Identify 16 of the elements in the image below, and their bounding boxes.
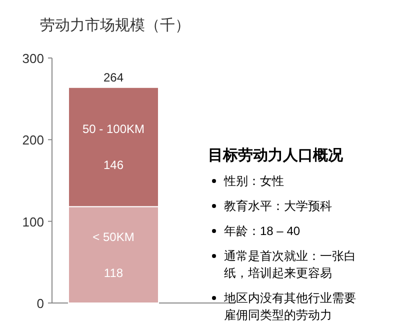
y-tick-label: 0: [36, 296, 44, 311]
y-tick-label: 200: [22, 132, 44, 148]
text: 目标劳动力人口概况: [208, 147, 344, 164]
data-label: 118: [104, 266, 124, 280]
annotation: 性别：女性: [223, 174, 284, 188]
y-tick-label: 100: [22, 214, 44, 230]
chart-title: 劳动力市场规模（千）: [40, 17, 190, 34]
total-label: 264: [103, 70, 124, 84]
annotation: 年龄：18 – 40: [224, 224, 300, 238]
y-tick-label: 300: [22, 51, 44, 66]
annotation: 地区内没有其他行业需要雇佣同类型的劳动力: [223, 291, 356, 322]
data-label: 146: [103, 158, 124, 172]
annotation: 通常是首次就业：一张白纸，培训起来更容易: [224, 249, 356, 280]
series-label: 50 - 100KM: [82, 122, 145, 136]
annotation: 教育水平：大学预科: [224, 199, 332, 213]
series-label: < 50KM: [92, 230, 134, 244]
